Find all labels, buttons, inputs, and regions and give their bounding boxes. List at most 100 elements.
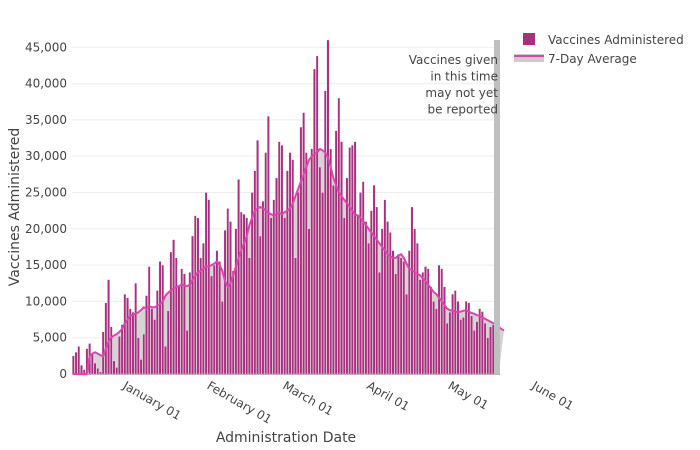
bar bbox=[253, 170, 257, 375]
bar bbox=[426, 268, 430, 375]
bar bbox=[153, 319, 156, 375]
bar bbox=[486, 337, 490, 375]
bar bbox=[166, 310, 170, 375]
bar bbox=[245, 217, 248, 375]
y-tick-label: 10,000 bbox=[25, 294, 67, 308]
legend[interactable]: Vaccines Administered 7-Day Average bbox=[514, 33, 684, 66]
average-line bbox=[73, 147, 505, 375]
bar bbox=[375, 206, 378, 375]
y-tick-label: 5,000 bbox=[33, 331, 67, 345]
bar bbox=[223, 230, 227, 375]
bar bbox=[343, 217, 346, 375]
bar bbox=[351, 145, 354, 375]
x-tick-label: June 01 bbox=[529, 378, 576, 413]
bar bbox=[77, 346, 81, 375]
bar bbox=[259, 235, 262, 375]
bar bbox=[370, 210, 373, 375]
bar bbox=[104, 302, 108, 375]
bar bbox=[435, 308, 438, 375]
bar bbox=[142, 333, 146, 375]
bar bbox=[340, 141, 343, 375]
bar bbox=[80, 365, 83, 375]
bar bbox=[364, 221, 368, 375]
bar bbox=[275, 177, 278, 375]
bar bbox=[399, 257, 403, 375]
bar bbox=[332, 185, 335, 375]
bar bbox=[269, 217, 273, 375]
bar bbox=[145, 295, 148, 375]
legend-label-vaccines[interactable]: Vaccines Administered bbox=[548, 33, 684, 47]
bar bbox=[464, 301, 468, 375]
bar bbox=[196, 217, 200, 375]
bar bbox=[329, 148, 332, 375]
bar bbox=[391, 250, 395, 375]
bar bbox=[440, 268, 443, 375]
bar bbox=[429, 286, 433, 375]
x-axis-title: Administration Date bbox=[216, 430, 356, 446]
bar bbox=[229, 221, 232, 375]
bar bbox=[218, 261, 221, 375]
bar bbox=[91, 353, 94, 375]
y-tick-label: 30,000 bbox=[25, 149, 67, 163]
bar bbox=[421, 272, 425, 375]
bar bbox=[202, 243, 205, 375]
bar bbox=[158, 261, 162, 375]
bar bbox=[418, 279, 422, 375]
bar bbox=[231, 270, 235, 375]
bar bbox=[424, 266, 427, 375]
bar bbox=[467, 302, 471, 375]
bar bbox=[96, 368, 99, 375]
bar bbox=[134, 283, 137, 375]
bar bbox=[378, 272, 381, 375]
bar bbox=[137, 337, 140, 375]
bar bbox=[110, 326, 113, 375]
bar bbox=[321, 192, 324, 375]
bar bbox=[191, 235, 194, 375]
bar bbox=[437, 264, 441, 375]
bar bbox=[280, 145, 284, 375]
annotation-line: may not yet bbox=[425, 86, 498, 100]
bar bbox=[172, 239, 175, 375]
bar bbox=[380, 228, 384, 375]
bar bbox=[256, 140, 259, 375]
y-tick-label: 20,000 bbox=[25, 222, 67, 236]
bar bbox=[326, 39, 330, 375]
bar bbox=[448, 312, 452, 375]
bar bbox=[307, 228, 311, 375]
bar bbox=[234, 228, 238, 375]
bar bbox=[410, 206, 414, 375]
bar bbox=[185, 330, 189, 375]
bar bbox=[394, 273, 397, 375]
x-tick-label: April 01 bbox=[364, 378, 411, 413]
y-tick-label: 45,000 bbox=[25, 40, 67, 54]
bar bbox=[481, 311, 484, 375]
annotation-line: in this time bbox=[430, 70, 498, 84]
legend-bar-swatch[interactable] bbox=[523, 33, 535, 45]
bar bbox=[296, 192, 300, 375]
bar bbox=[74, 352, 78, 375]
bar bbox=[126, 297, 129, 375]
bar bbox=[405, 294, 408, 375]
bar bbox=[212, 264, 216, 375]
y-axis-title: Vaccines Administered bbox=[7, 128, 23, 286]
bar bbox=[478, 308, 481, 375]
x-tick-label: May 01 bbox=[446, 378, 491, 412]
bar bbox=[310, 148, 313, 375]
bar bbox=[150, 308, 154, 375]
bar bbox=[408, 250, 411, 375]
bar-layer bbox=[72, 39, 500, 375]
bar bbox=[445, 323, 449, 375]
legend-label-average[interactable]: 7-Day Average bbox=[548, 52, 637, 66]
average-line-layer bbox=[73, 147, 505, 375]
bar bbox=[120, 324, 124, 375]
bar bbox=[372, 185, 376, 375]
legend-area-swatch[interactable] bbox=[514, 54, 544, 62]
bar bbox=[348, 147, 351, 375]
bar bbox=[207, 199, 211, 375]
bar bbox=[383, 199, 387, 375]
y-tick-label: 15,000 bbox=[25, 258, 67, 272]
bar bbox=[416, 243, 419, 375]
x-tick-label: February 01 bbox=[205, 378, 275, 426]
bar bbox=[470, 315, 473, 375]
